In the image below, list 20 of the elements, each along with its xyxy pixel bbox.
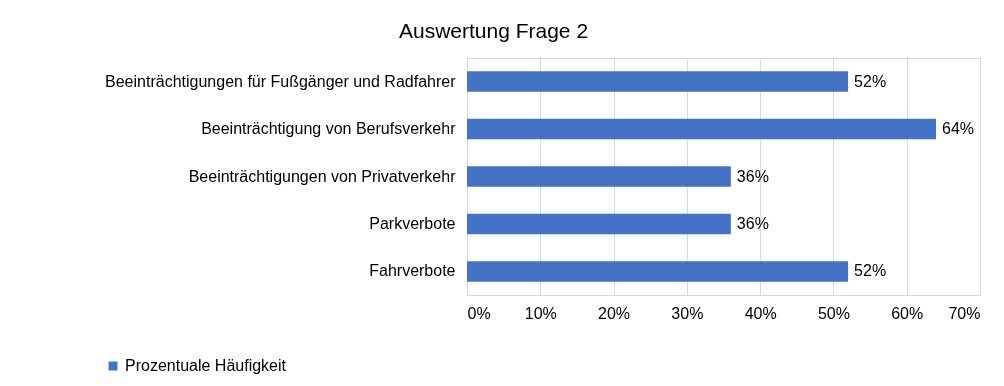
x-tick-label: 0%: [467, 304, 491, 322]
y-tick-label: Beeinträchtigungen für Fußgänger und Radfahrer: [105, 72, 457, 90]
chart-title: Auswertung Frage 2: [398, 19, 589, 42]
data-label: 64%: [942, 120, 975, 138]
y-tick-label: Parkverbote: [369, 214, 456, 232]
x-tick-label: 10%: [524, 304, 557, 322]
x-tick-label: 40%: [744, 304, 777, 322]
y-tick-label: Fahrverbote: [369, 262, 456, 280]
y-tick-label: Beeinträchtigungen von Privatverkehr: [188, 167, 457, 185]
data-label: 52%: [854, 72, 887, 90]
x-tick-label: 70%: [948, 304, 981, 322]
x-tick-label: 30%: [671, 304, 704, 322]
data-label: 52%: [854, 262, 887, 280]
x-tick-label: 60%: [891, 304, 924, 322]
y-tick-label: Beeinträchtigung von Berufsverkehr: [201, 120, 457, 138]
legend-label: Prozentuale Häufigkeit: [125, 357, 287, 374]
x-tick-label: 50%: [817, 304, 850, 322]
x-tick-label: 20%: [598, 304, 631, 322]
data-label: 36%: [736, 167, 769, 185]
data-label: 36%: [736, 214, 769, 232]
